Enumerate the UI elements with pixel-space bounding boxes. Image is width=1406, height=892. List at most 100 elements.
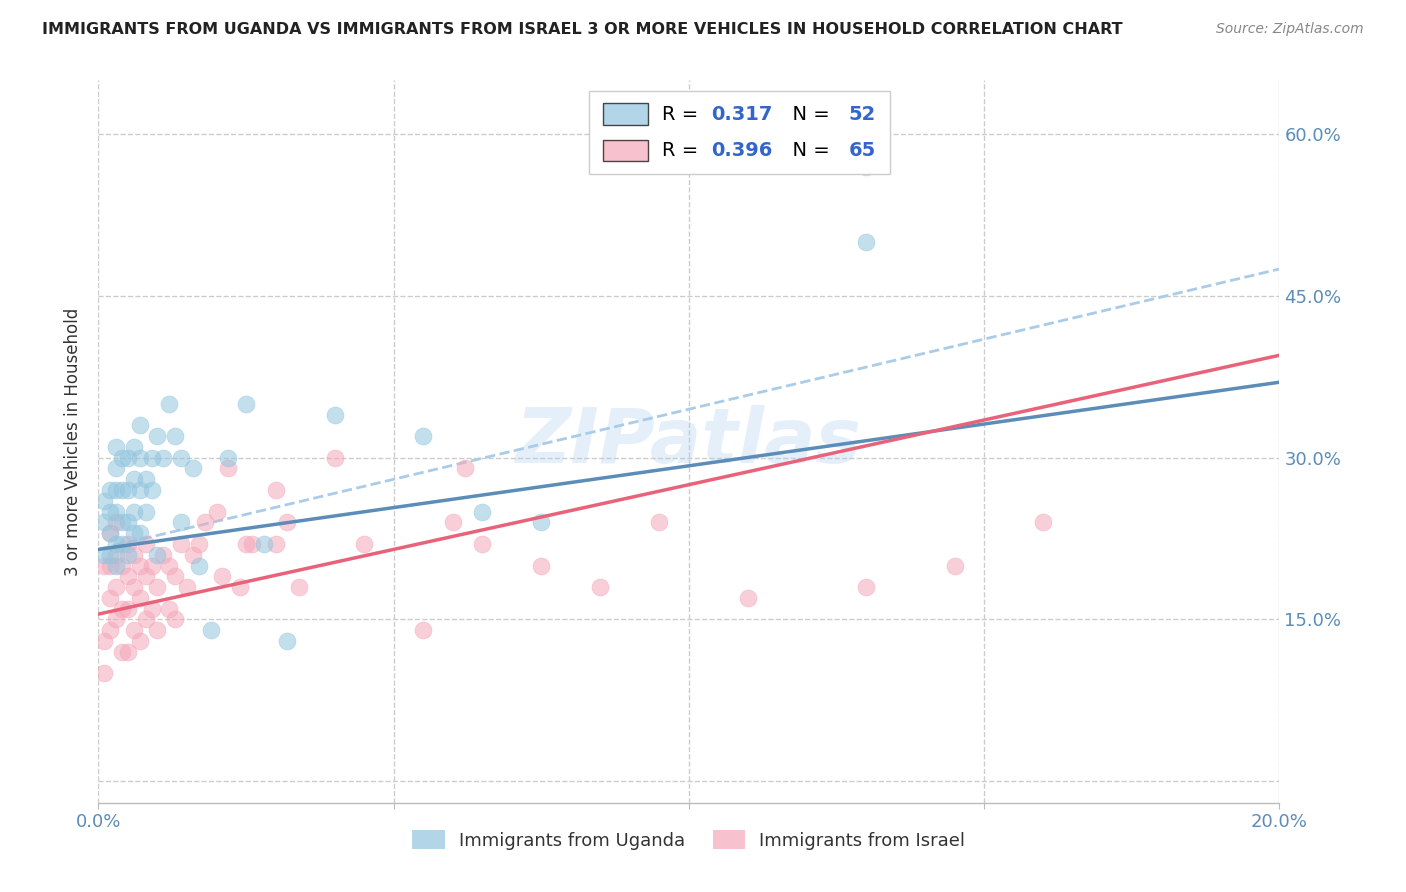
Point — [181, 548, 204, 562]
Text: 0.317: 0.317 — [711, 104, 773, 124]
Text: R =: R = — [662, 141, 704, 160]
Point — [105, 558, 128, 573]
Text: N =: N = — [780, 141, 837, 160]
Point — [117, 601, 139, 615]
Point — [128, 450, 150, 465]
Point — [353, 537, 375, 551]
Point — [170, 516, 193, 530]
Point — [453, 461, 475, 475]
Point — [181, 461, 204, 475]
Point — [211, 569, 233, 583]
Point — [152, 450, 174, 465]
Point — [111, 645, 134, 659]
Point — [135, 569, 157, 583]
Point — [122, 526, 145, 541]
Point — [157, 558, 180, 573]
Point — [855, 580, 877, 594]
Point — [128, 634, 150, 648]
Point — [105, 548, 128, 562]
Point — [253, 537, 276, 551]
Point — [165, 612, 187, 626]
Point — [105, 505, 128, 519]
Point — [98, 624, 121, 638]
Point — [170, 450, 193, 465]
Point — [111, 483, 134, 497]
Point — [122, 505, 145, 519]
Point — [146, 580, 169, 594]
Point — [146, 548, 169, 562]
Point — [855, 160, 877, 174]
Point — [217, 461, 239, 475]
Point — [471, 537, 494, 551]
Point — [187, 537, 209, 551]
Point — [194, 516, 217, 530]
Point — [105, 440, 128, 454]
Point — [93, 666, 115, 681]
Point — [128, 558, 150, 573]
Point — [128, 483, 150, 497]
Point — [117, 548, 139, 562]
Point — [98, 526, 121, 541]
Point — [98, 483, 121, 497]
Point — [105, 612, 128, 626]
Point — [205, 505, 228, 519]
Point — [117, 569, 139, 583]
Point — [152, 548, 174, 562]
Text: 65: 65 — [848, 141, 876, 160]
Point — [135, 505, 157, 519]
Point — [98, 526, 121, 541]
Point — [217, 450, 239, 465]
Point — [235, 397, 257, 411]
Point — [135, 537, 157, 551]
Text: R =: R = — [662, 104, 704, 124]
Point — [157, 601, 180, 615]
Point — [135, 472, 157, 486]
FancyBboxPatch shape — [603, 103, 648, 125]
Point — [93, 516, 115, 530]
Point — [93, 558, 115, 573]
Point — [98, 505, 121, 519]
Point — [98, 591, 121, 605]
Point — [117, 450, 139, 465]
Text: 52: 52 — [848, 104, 876, 124]
Point — [288, 580, 311, 594]
Point — [135, 612, 157, 626]
Point — [111, 558, 134, 573]
Text: 0.396: 0.396 — [711, 141, 773, 160]
Point — [229, 580, 252, 594]
Point — [276, 516, 298, 530]
Point — [111, 601, 134, 615]
Point — [264, 537, 287, 551]
Legend: Immigrants from Uganda, Immigrants from Israel: Immigrants from Uganda, Immigrants from … — [404, 822, 974, 859]
Point — [117, 537, 139, 551]
Point — [146, 429, 169, 443]
Point — [176, 580, 198, 594]
Point — [240, 537, 263, 551]
Point — [117, 516, 139, 530]
Text: N =: N = — [780, 104, 837, 124]
Point — [98, 558, 121, 573]
Point — [276, 634, 298, 648]
Point — [122, 472, 145, 486]
Point — [141, 450, 163, 465]
Point — [111, 450, 134, 465]
Point — [235, 537, 257, 551]
Point — [105, 580, 128, 594]
FancyBboxPatch shape — [589, 91, 890, 174]
Point — [117, 645, 139, 659]
Point — [165, 569, 187, 583]
Point — [187, 558, 209, 573]
Point — [93, 634, 115, 648]
Point — [105, 537, 128, 551]
Point — [105, 483, 128, 497]
Point — [530, 558, 553, 573]
Point — [589, 580, 612, 594]
Point — [200, 624, 222, 638]
Point — [141, 558, 163, 573]
Point — [943, 558, 966, 573]
Point — [1032, 516, 1054, 530]
Point — [141, 601, 163, 615]
Point — [264, 483, 287, 497]
Text: ZIPatlas: ZIPatlas — [516, 405, 862, 478]
Point — [323, 408, 346, 422]
